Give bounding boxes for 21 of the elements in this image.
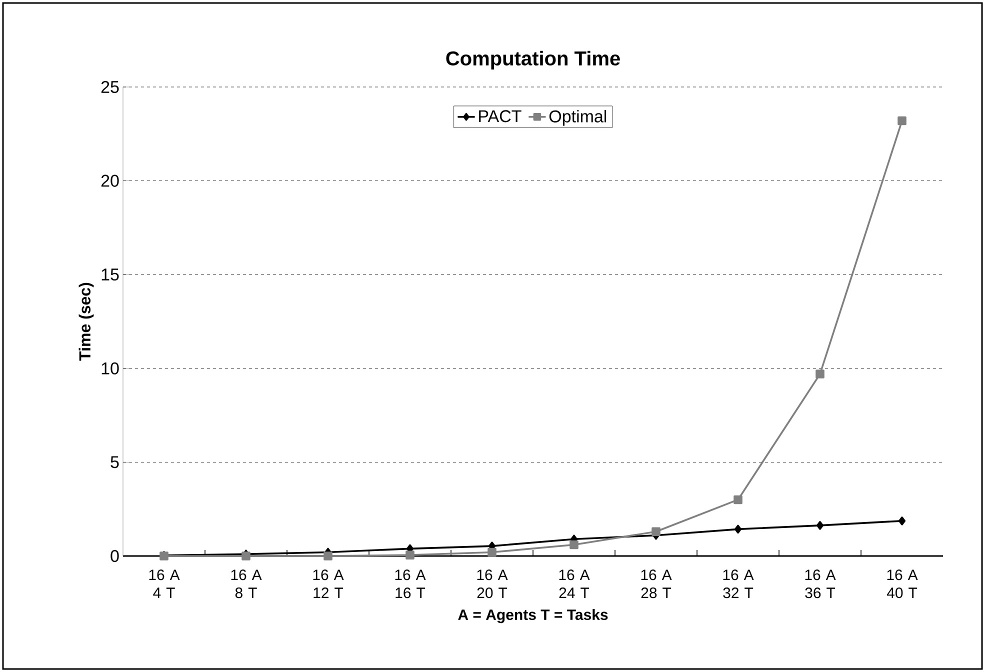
y-axis-title: Time (sec): [78, 282, 94, 361]
x-tick-label: 16 A 28 T: [641, 570, 672, 598]
x-axis-title: A = Agents T = Tasks: [458, 609, 608, 624]
legend-label: Optimal: [549, 110, 606, 126]
x-tick-label: 16 A 4 T: [149, 570, 180, 598]
x-tick-label: 16 A 36 T: [805, 570, 836, 598]
legend-label: PACT: [479, 110, 522, 122]
chart-title: Computation Time: [446, 50, 620, 70]
x-tick-label: 16 A 40 T: [886, 570, 918, 598]
y-tick-label: 5: [110, 456, 119, 468]
x-tick-label: 16 A 24 T: [559, 570, 590, 598]
x-tick-label: 16 A 12 T: [313, 570, 344, 598]
y-tick-label: 10: [102, 362, 119, 374]
x-tick-label: 16 A 16 T: [395, 570, 426, 598]
y-tick-label: 25: [101, 80, 119, 94]
y-tick-label: 15: [102, 268, 119, 281]
y-tick-label: 20: [101, 174, 119, 187]
x-tick-label: 16 A 32 T: [723, 570, 754, 598]
x-tick-label: 16 A 8 T: [231, 570, 262, 598]
x-tick-label: 16 A 20 T: [477, 570, 508, 598]
y-tick-label: 0: [110, 550, 119, 562]
